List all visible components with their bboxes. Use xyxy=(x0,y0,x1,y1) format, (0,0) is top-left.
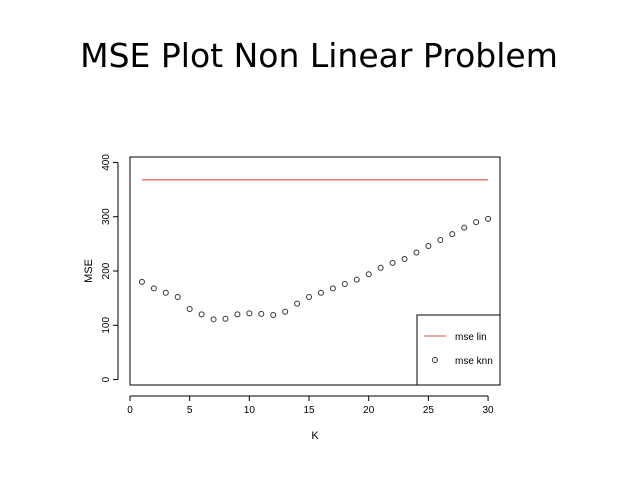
y-axis-label: MSE xyxy=(83,259,95,283)
data-point-mse-knn xyxy=(461,224,468,231)
data-point-mse-knn xyxy=(282,308,289,315)
x-tick-label: 10 xyxy=(244,405,256,416)
legend-swatch-mse-knn xyxy=(432,357,438,363)
legend-label-mse-lin: mse lin xyxy=(455,332,487,343)
data-point-mse-knn xyxy=(234,311,241,318)
x-tick-label: 30 xyxy=(483,405,495,416)
y-tick-label: 200 xyxy=(101,262,112,279)
data-point-mse-knn xyxy=(473,219,480,226)
x-tick-label: 5 xyxy=(187,405,193,416)
x-tick-label: 25 xyxy=(423,405,435,416)
data-point-mse-knn xyxy=(329,285,336,292)
y-tick-label: 300 xyxy=(101,208,112,225)
x-axis: 0 5 10 15 20 25 30 xyxy=(127,395,495,416)
data-point-mse-knn xyxy=(365,271,372,278)
data-point-mse-knn xyxy=(162,289,169,296)
plot-frame xyxy=(129,156,501,386)
data-point-mse-knn xyxy=(377,264,384,271)
y-axis: 0 100 200 300 400 xyxy=(101,154,119,382)
data-point-mse-knn xyxy=(306,294,313,301)
x-tick-label: 15 xyxy=(303,405,315,416)
data-point-mse-knn xyxy=(401,256,408,263)
x-tick-label: 0 xyxy=(127,405,133,416)
data-point-mse-knn xyxy=(317,289,324,296)
data-point-mse-knn xyxy=(210,316,217,323)
data-point-mse-knn xyxy=(186,306,193,312)
data-point-mse-knn xyxy=(246,310,253,317)
data-point-mse-knn xyxy=(449,231,456,238)
data-point-mse-knn xyxy=(413,249,420,256)
data-point-mse-knn xyxy=(270,311,277,318)
series-layer xyxy=(138,179,492,323)
legend-box xyxy=(416,314,501,386)
y-tick-label: 400 xyxy=(101,154,112,171)
x-axis-label: K xyxy=(311,430,319,442)
data-point-mse-knn xyxy=(389,259,396,266)
data-point-mse-knn xyxy=(138,278,145,285)
data-point-mse-knn xyxy=(258,310,265,317)
y-tick-label: 100 xyxy=(101,317,112,334)
y-tick-label: 0 xyxy=(101,376,112,382)
data-point-mse-knn xyxy=(353,276,360,283)
data-point-mse-knn xyxy=(174,294,181,301)
slide-title: MSE Plot Non Linear Problem xyxy=(80,36,558,75)
legend: mse lin mse knn xyxy=(416,314,501,386)
data-point-mse-knn xyxy=(437,237,444,244)
x-tick-label: 20 xyxy=(363,405,375,416)
data-point-mse-knn xyxy=(341,281,348,288)
data-point-mse-knn xyxy=(222,315,229,322)
data-point-mse-knn xyxy=(150,285,157,292)
data-point-mse-knn xyxy=(425,243,432,250)
legend-label-mse-knn: mse knn xyxy=(455,356,493,367)
data-point-mse-knn xyxy=(485,215,492,222)
data-point-mse-knn xyxy=(198,311,205,318)
data-point-mse-knn xyxy=(294,300,301,307)
